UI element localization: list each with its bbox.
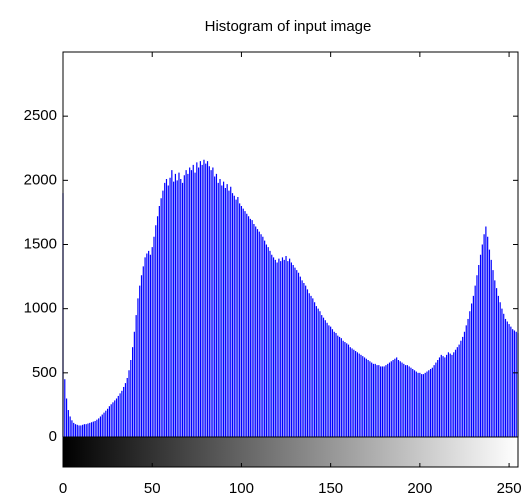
chart-title: Histogram of input image [205,18,372,35]
y-tick-label: 1000 [24,300,57,317]
y-tick-label: 2000 [24,171,57,188]
x-tick-label: 50 [144,480,161,497]
bars [62,159,519,437]
y-tick-label: 2500 [24,107,57,124]
x-tick-label: 150 [318,480,343,497]
x-tick-label: 200 [407,480,432,497]
x-tick-label: 0 [59,480,67,497]
y-tick-label: 1500 [24,235,57,252]
x-tick-label: 100 [229,480,254,497]
y-tick-label: 500 [32,364,57,381]
x-tick-label: 250 [497,480,522,497]
gray-scale-bar [62,436,519,468]
y-tick-label: 0 [49,428,57,445]
